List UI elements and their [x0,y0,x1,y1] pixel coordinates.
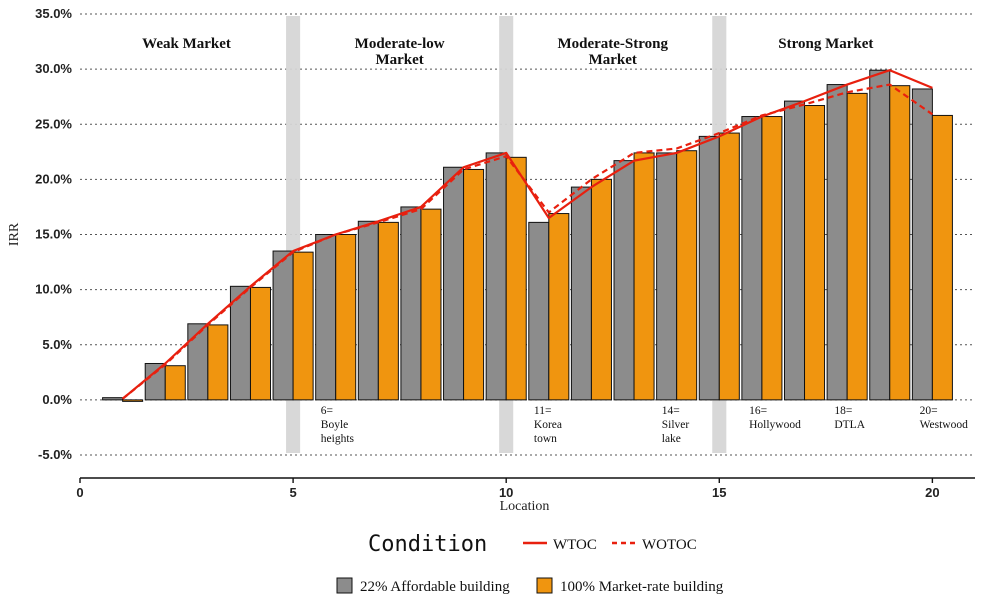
affordable-bar [698,135,720,401]
market-rate-bar [207,324,229,401]
legend-condition-title: Condition [368,532,487,557]
market-rate-bar [804,105,826,401]
market-rate-bar [889,85,911,401]
x-tick-label: 0 [76,485,83,500]
affordable-bar [869,69,891,401]
market-rate-bar [548,213,570,401]
wtoc-line [121,69,933,400]
location-label: DTLA [834,419,865,431]
y-tick-label: 5.0% [42,337,72,352]
x-tick-label: 20 [925,485,939,500]
market-rate-bar [676,150,698,401]
location-label: 16= [749,405,767,417]
affordable-bar [783,100,806,401]
market-rate-bar [292,251,314,401]
y-tick-label: -5.0% [38,447,72,462]
market-rate-bar [931,114,953,401]
x-tick-label: 15 [712,485,726,500]
y-tick-label: 15.0% [35,227,72,242]
affordable-bar [528,221,550,401]
market-rate-bar [164,365,186,401]
x-tick-label: 5 [289,485,296,500]
bars [102,69,953,402]
location-label: Hollywood [749,419,801,431]
location-label: Boyle [321,419,348,431]
affordable-bar [144,362,166,401]
affordable-bar [102,397,124,401]
y-tick-label: 35.0% [35,6,72,21]
legend-condition-label: WOTOC [642,537,697,553]
affordable-bar [187,323,209,401]
affordable-bar [613,160,635,401]
region-label: Strong Market [778,36,873,52]
market-rate-bar [590,178,612,401]
location-labels: 6= Boyle heights 11= Korea town 14= Silver lake 1… [321,405,968,445]
location-label: 6= [321,405,333,417]
region-label: Weak Market [142,36,231,52]
gridlines: -5.0% 0.0% 5.0% 10.0% 15.0% 20.0% 25.0% 30.0% 35… [35,6,975,462]
y-tick-label: 25.0% [35,116,72,131]
y-tick-label: 0.0% [42,392,72,407]
affordable-bar [826,84,848,401]
region-label: Market [375,52,423,68]
affordable-bar [570,186,592,401]
affordable-bar [485,152,507,401]
legend-building-label: 100% Market-rate building [560,579,724,595]
market-rate-bar [846,92,868,401]
region-label: Moderate-low [355,36,445,52]
market-rate-bar [249,286,272,401]
y-tick-label: 20.0% [35,171,72,186]
market-rate-bar [122,399,144,402]
affordable-bar [443,166,465,401]
location-label: Silver [662,419,690,431]
legend-swatch [336,577,353,594]
affordable-bar [656,152,678,401]
affordable-bar [400,206,422,401]
axes: 0 5 10 15 20 [76,477,975,500]
market-rate-bar [718,132,740,401]
affordable-bar [911,88,933,401]
location-label: 20= [920,405,938,417]
location-label: Korea [534,419,562,431]
affordable-bar [272,250,294,401]
market-rate-bar [505,156,527,401]
location-label: 14= [662,405,680,417]
region-labels: Weak Market Moderate-lowMarketModerate-St… [142,36,873,68]
y-tick-label: 30.0% [35,61,72,76]
y-axis-title: IRR [7,222,22,246]
affordable-bar [357,220,379,401]
market-rate-bar [377,221,399,401]
location-label: heights [321,433,355,445]
location-label: 11= [534,405,552,417]
affordable-bar [315,234,337,401]
market-rate-bar [335,234,357,401]
location-label: 18= [834,405,852,417]
market-rate-bar [761,116,783,401]
market-rate-bar [633,152,655,401]
location-label: town [534,433,557,445]
market-rate-bar [420,208,442,401]
y-tick-label: 10.0% [35,282,72,297]
legend-swatch [536,577,553,594]
legend-condition-label: WTOC [553,537,597,553]
affordable-bar [229,285,251,401]
affordable-bar [741,116,763,401]
x-tick-label: 10 [499,485,513,500]
market-rate-bar [463,168,485,401]
location-label: Westwood [920,419,969,431]
legend-building-label: 22% Affordable building [360,579,510,595]
region-label: Moderate-Strong [557,36,668,52]
location-label: lake [662,433,681,445]
region-label: Market [589,52,637,68]
condition-lines [121,69,934,400]
legend: Condition WTOC WOTOC 22% Affordable buildin… [336,532,724,595]
x-axis-title: Location [500,499,550,514]
